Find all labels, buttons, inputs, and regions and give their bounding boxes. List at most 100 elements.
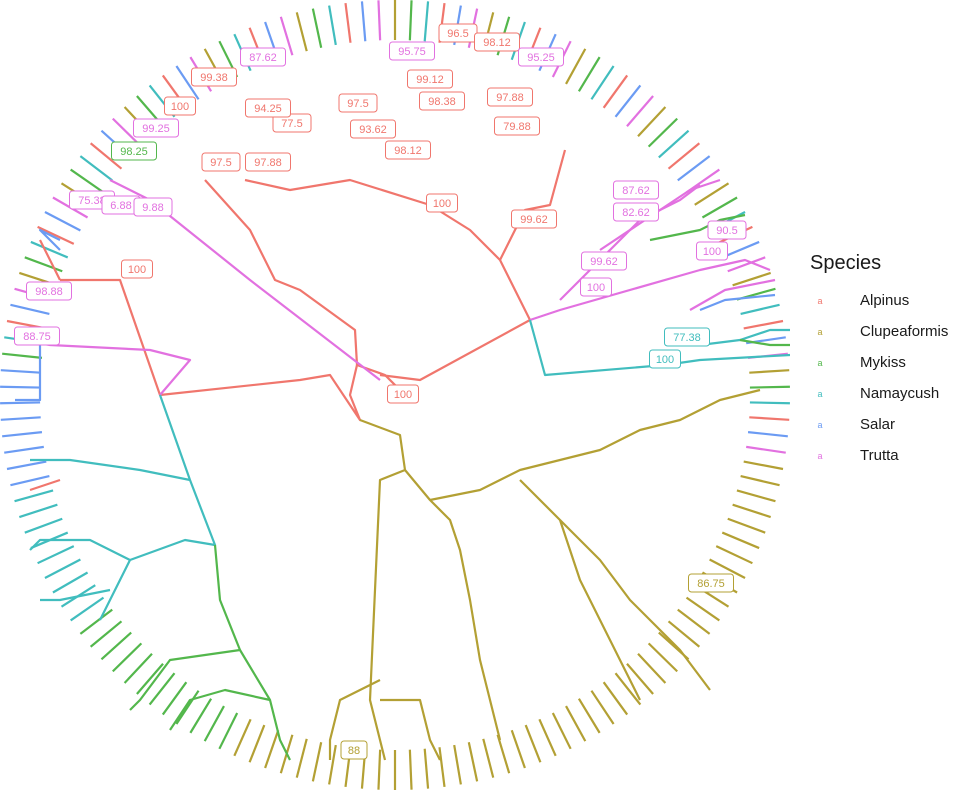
bootstrap-label: 6.88 bbox=[101, 195, 141, 215]
leaf-branch bbox=[577, 698, 601, 734]
bootstrap-label: 87.62 bbox=[240, 47, 286, 67]
leaf-branch bbox=[637, 653, 667, 684]
leaf-branch bbox=[677, 155, 711, 182]
tree-branch bbox=[19, 338, 192, 396]
leaf-branch bbox=[148, 672, 176, 706]
leaf-branch bbox=[749, 401, 790, 405]
leaf-branch bbox=[311, 742, 323, 782]
legend-items: a Alpinus a Clupeaformis a Mykiss a Namaycush a S… bbox=[810, 285, 948, 471]
leaf-branch bbox=[24, 256, 63, 273]
bootstrap-label: 97.88 bbox=[487, 87, 533, 107]
bootstrap-label: 77.38 bbox=[664, 327, 710, 347]
legend-key-glyph: a bbox=[817, 388, 823, 399]
tree-branch bbox=[699, 293, 776, 312]
tree-branch bbox=[699, 328, 790, 347]
bootstrap-value: 82.62 bbox=[622, 207, 650, 219]
legend-label: Namaycush bbox=[860, 385, 940, 402]
tree-branch bbox=[169, 688, 271, 731]
legend-label: Clupeaformis bbox=[860, 323, 949, 340]
leaf-branch bbox=[565, 705, 587, 742]
leaf-branch bbox=[248, 724, 266, 763]
leaf-branch bbox=[161, 681, 188, 716]
leaf-branch bbox=[551, 712, 572, 750]
tree-branch bbox=[689, 278, 776, 311]
leaf-branch bbox=[279, 16, 294, 56]
bootstrap-label: 86.75 bbox=[688, 573, 734, 593]
leaf-branch bbox=[709, 558, 746, 579]
legend-key-glyph: a bbox=[817, 326, 823, 337]
leaf-branch bbox=[701, 196, 738, 219]
leaf-branch bbox=[89, 620, 123, 648]
leaf-branch bbox=[749, 416, 790, 421]
tree-branch bbox=[380, 698, 441, 761]
bootstrap-label: 100 bbox=[387, 384, 419, 404]
bootstrap-label: 98.88 bbox=[26, 281, 72, 301]
bootstrap-value: 99.62 bbox=[590, 256, 618, 268]
leaf-branch bbox=[0, 369, 41, 374]
bootstrap-label: 99.62 bbox=[581, 251, 627, 271]
tree-branch bbox=[40, 588, 111, 602]
leaf-branch bbox=[112, 642, 143, 673]
bootstrap-label: 97.5 bbox=[338, 93, 378, 113]
leaf-branch bbox=[602, 681, 629, 716]
legend-label: Salar bbox=[860, 416, 896, 433]
leaf-branch bbox=[602, 74, 629, 109]
leaf-branch bbox=[740, 474, 780, 487]
leaf-branch bbox=[89, 142, 123, 170]
bootstrap-value: 100 bbox=[587, 282, 605, 294]
leaf-branch bbox=[6, 460, 47, 471]
bootstrap-label: 94.25 bbox=[245, 98, 291, 118]
leaf-branch bbox=[736, 489, 776, 503]
bootstrap-value: 99.12 bbox=[416, 74, 444, 86]
leaf-branch bbox=[743, 319, 784, 330]
bootstrap-label: 100 bbox=[164, 96, 196, 116]
leaf-branch bbox=[740, 303, 780, 316]
leaf-branch bbox=[423, 1, 430, 42]
bootstrap-label: 88.75 bbox=[14, 326, 60, 346]
bootstrap-value: 98.88 bbox=[35, 286, 63, 298]
leaf-branch bbox=[24, 517, 63, 534]
leaf-branch bbox=[510, 729, 526, 769]
tree-branch bbox=[429, 388, 761, 502]
tree-branch bbox=[519, 479, 711, 691]
bootstrap-value: 90.5 bbox=[716, 225, 737, 237]
tree-branch bbox=[404, 469, 502, 741]
bootstrap-label: 97.5 bbox=[201, 152, 241, 172]
tree-branch bbox=[328, 679, 381, 760]
bootstrap-label: 77.5 bbox=[272, 113, 312, 133]
leaf-branch bbox=[626, 95, 654, 127]
leaf-branch bbox=[538, 718, 557, 757]
leaf-branch bbox=[311, 8, 323, 48]
legend-title: Species bbox=[810, 252, 882, 274]
leaf-branch bbox=[482, 738, 495, 778]
tree-branch bbox=[99, 394, 217, 621]
bootstrap-value: 94.25 bbox=[254, 103, 282, 115]
legend-item-clupeaformis: a Clupeaformis bbox=[810, 316, 948, 347]
leaf-branch bbox=[614, 672, 642, 706]
leaf-branch bbox=[175, 690, 200, 725]
legend-label: Alpinus bbox=[860, 292, 910, 309]
bootstrap-label: 98.12 bbox=[385, 140, 431, 160]
leaf-branch bbox=[360, 1, 367, 42]
leaf-branch bbox=[10, 474, 50, 487]
tree-branch bbox=[739, 338, 790, 347]
tree-branch bbox=[244, 178, 532, 382]
legend-item-namaycush: a Namaycush bbox=[810, 378, 948, 409]
leaf-branch bbox=[423, 748, 430, 789]
leaf-branch bbox=[694, 182, 730, 206]
bootstrap-value: 99.62 bbox=[520, 214, 548, 226]
leaf-branch bbox=[175, 65, 200, 100]
tree-branch bbox=[30, 458, 191, 482]
leaf-branch bbox=[344, 2, 352, 43]
leaf-branch bbox=[0, 385, 41, 389]
bootstrap-label: 98.38 bbox=[419, 91, 465, 111]
leaf-branch bbox=[524, 724, 542, 763]
leaf-branch bbox=[2, 431, 43, 438]
leaf-branch bbox=[467, 742, 479, 782]
leaf-branch bbox=[4, 445, 44, 454]
leaf-branch bbox=[590, 690, 615, 725]
bootstrap-label: 100 bbox=[649, 349, 681, 369]
bootstrap-label: 99.25 bbox=[133, 118, 179, 138]
leaf-branch bbox=[614, 84, 642, 118]
bootstrap-value: 87.62 bbox=[622, 185, 650, 197]
